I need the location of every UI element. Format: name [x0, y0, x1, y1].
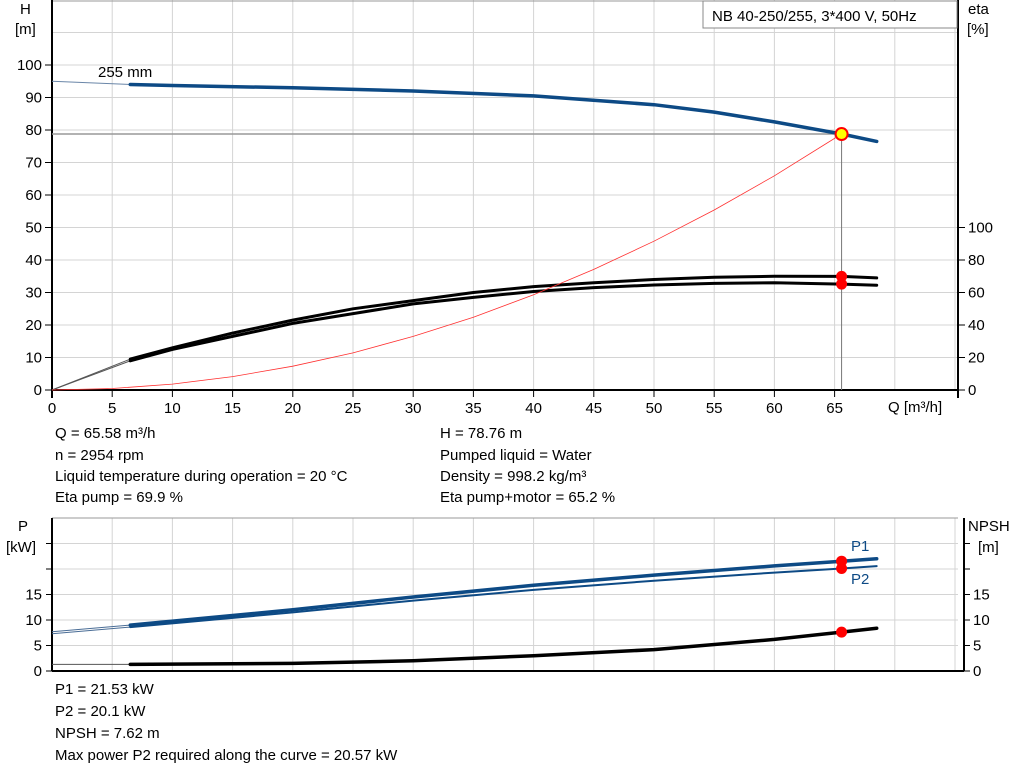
eta-tick-label: 60	[968, 285, 985, 302]
p2-extension	[51, 626, 131, 635]
info-max-power: Max power P2 required along the curve = …	[55, 747, 398, 764]
x-tick-label: 60	[766, 400, 783, 417]
x-tick-label: 55	[706, 400, 723, 417]
operating-point	[834, 127, 849, 142]
info-p1: P1 = 21.53 kW	[55, 681, 154, 698]
x-tick-label: 45	[585, 400, 602, 417]
info-eta-pump-motor: Eta pump+motor = 65.2 %	[440, 489, 616, 506]
x-axis-label: Q [m³/h]	[888, 399, 942, 416]
x-tick-label: 10	[164, 400, 181, 417]
info-q: Q = 65.58 m³/h	[55, 425, 156, 442]
info-speed: n = 2954 rpm	[55, 447, 144, 464]
npsh-axis-unit: [m]	[978, 539, 999, 556]
info-eta-pump: Eta pump = 69.9 %	[55, 489, 183, 506]
info-temperature: Liquid temperature during operation = 20…	[55, 468, 348, 485]
h-tick-label: 30	[25, 285, 42, 302]
x-tick-label: 25	[345, 400, 362, 417]
info-density: Density = 998.2 kg/m³	[440, 468, 587, 485]
h-tick-label: 10	[25, 350, 42, 367]
eta-pump-motor-marker	[836, 278, 848, 290]
eta_pump_motor-extension	[51, 360, 131, 391]
p2-label: P2	[851, 571, 869, 588]
npsh-tick-label: 10	[973, 612, 990, 629]
x-tick-label: 20	[284, 400, 301, 417]
p-tick-label: 5	[34, 638, 42, 655]
eta-pump-marker	[836, 270, 848, 282]
h-tick-label: 50	[25, 220, 42, 237]
info-h: H = 78.76 m	[440, 425, 523, 442]
x-tick-label: 15	[224, 400, 241, 417]
p-tick-label: 10	[25, 612, 42, 629]
npsh-curve	[128, 626, 879, 667]
h-tick-label: 20	[25, 317, 42, 334]
p1-curve	[128, 557, 879, 627]
h-tick-label: 100	[17, 57, 42, 74]
npsh-tick-label: 15	[973, 587, 990, 604]
h-tick-label: 80	[25, 122, 42, 139]
p2-curve	[129, 565, 878, 629]
eta-tick-label: 100	[968, 220, 993, 237]
x-tick-label: 65	[826, 400, 843, 417]
h-tick-label: 0	[34, 382, 42, 399]
eta-pump-motor-curve	[128, 281, 879, 363]
npsh-marker	[836, 626, 848, 638]
info-npsh: NPSH = 7.62 m	[55, 725, 160, 742]
info-liquid: Pumped liquid = Water	[440, 447, 592, 464]
h-axis-label: H	[20, 1, 31, 18]
h-tick-label: 60	[25, 187, 42, 204]
head-curve	[128, 82, 879, 144]
system-curve	[51, 133, 842, 391]
info-p2: P2 = 20.1 kW	[55, 703, 146, 720]
npsh-tick-label: 0	[973, 663, 981, 680]
p-tick-label: 0	[34, 663, 42, 680]
p-axis-label: P	[18, 518, 28, 535]
eta-axis-label: eta	[968, 1, 990, 18]
eta-tick-label: 0	[968, 382, 976, 399]
legend-box	[702, 0, 958, 29]
p-axis-unit: [kW]	[6, 539, 36, 556]
npsh-axis-label: NPSH	[968, 518, 1010, 535]
h-tick-label: 90	[25, 90, 42, 107]
npsh-tick-label: 5	[973, 638, 981, 655]
p2-marker	[836, 562, 848, 574]
chart-title: NB 40-250/255, 3*400 V, 50Hz	[712, 8, 917, 25]
x-tick-label: 30	[405, 400, 422, 417]
p-tick-label: 15	[25, 587, 42, 604]
x-tick-label: 40	[525, 400, 542, 417]
x-tick-label: 50	[646, 400, 663, 417]
p1-extension	[51, 624, 131, 633]
eta-tick-label: 80	[968, 252, 985, 269]
eta-axis-unit: [%]	[967, 21, 989, 38]
curve-label: 255 mm	[98, 64, 152, 81]
x-tick-label: 35	[465, 400, 482, 417]
h-tick-label: 40	[25, 252, 42, 269]
h-tick-label: 70	[25, 155, 42, 172]
eta-pump-curve	[128, 274, 879, 361]
x-tick-label: 0	[48, 400, 56, 417]
head-extension	[51, 80, 131, 85]
eta-tick-label: 40	[968, 317, 985, 334]
h-axis-unit: [m]	[15, 21, 36, 38]
p1-label: P1	[851, 538, 869, 555]
x-tick-label: 5	[108, 400, 116, 417]
eta-tick-label: 20	[968, 350, 985, 367]
